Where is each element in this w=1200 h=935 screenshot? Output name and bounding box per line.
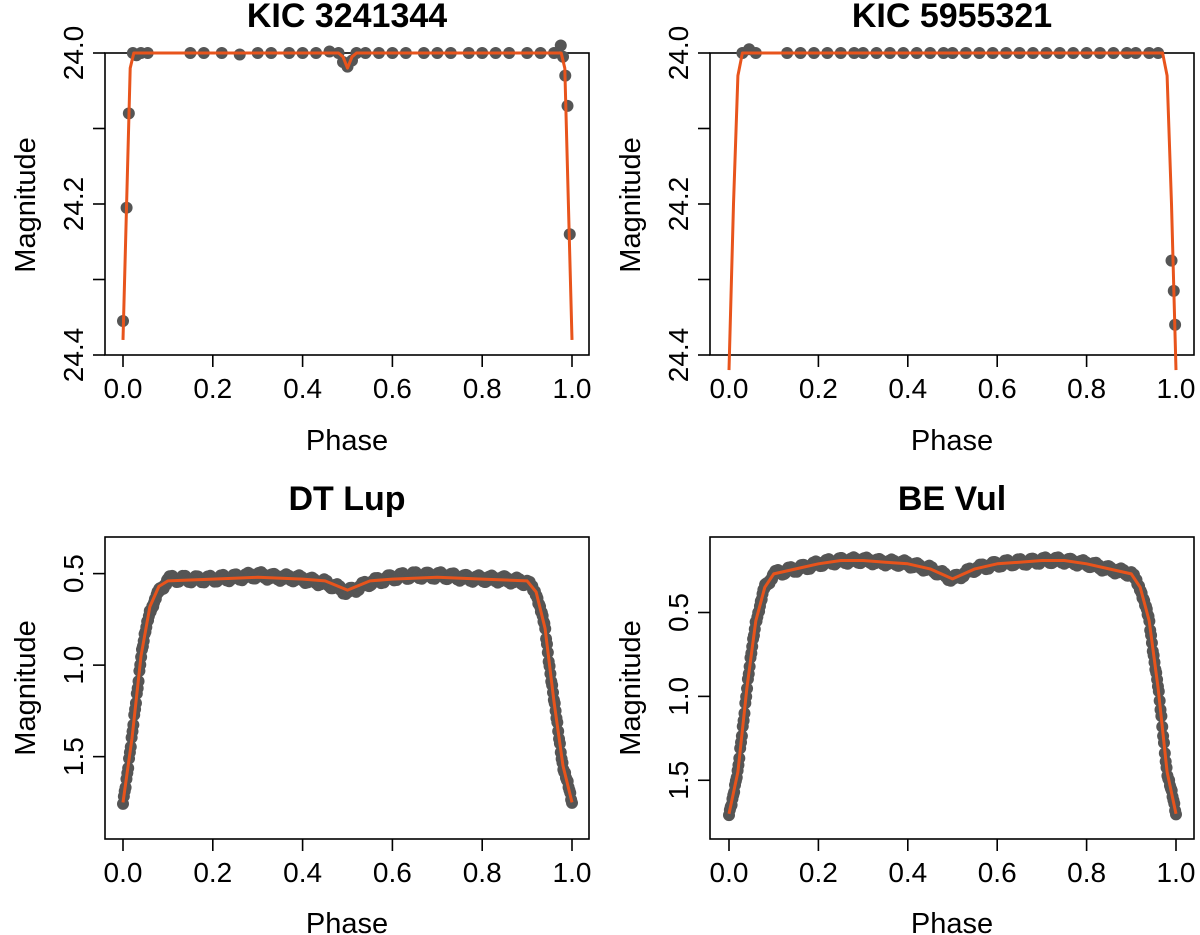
x-tick-label: 0.8: [1067, 373, 1106, 404]
model-curve-group: [121, 575, 574, 803]
x-axis: 0.0 0.2 0.4 0.6 0.8 1.0: [710, 839, 1196, 888]
data-point: [1170, 808, 1182, 821]
x-tick-label: 0.2: [799, 857, 838, 888]
x-tick-label: 0.0: [104, 373, 143, 404]
x-tick-label: 1.0: [553, 857, 592, 888]
plot-frame: [104, 52, 590, 356]
plot-frame: [709, 536, 1195, 840]
y-axis-label: Magnitude: [615, 620, 647, 755]
y-tick-label: 24.4: [663, 328, 694, 383]
panel-kic-5955321: KIC 5955321 Phase Magnitude 0.0 0.2 0.4 0.6…: [615, 0, 1195, 457]
model-curve: [727, 51, 1178, 371]
model-curve: [121, 575, 574, 803]
x-axis-label: Phase: [911, 908, 993, 935]
y-axis-label: Magnitude: [10, 620, 42, 755]
plot-frame: [104, 536, 590, 840]
observations: [736, 43, 1182, 331]
chart-title: DT Lup: [288, 480, 405, 518]
y-tick-label: 1.0: [58, 646, 89, 685]
plot-frame: [709, 52, 1195, 356]
y-tick-label: 0.5: [58, 554, 89, 593]
observations: [117, 39, 576, 328]
panel-kic-3241344: KIC 3241344 Phase Magnitude 0.0 0.2 0.4 0.6…: [10, 0, 591, 457]
observations: [117, 566, 578, 810]
y-tick-label: 24.4: [58, 328, 89, 383]
model-curve-group: [727, 559, 1178, 815]
panel-be-vul: BE Vul Phase Magnitude 0.0 0.2 0.4 0.6 0.8 1.…: [615, 480, 1195, 935]
panel-dt-lup: DT Lup Phase Magnitude 0.0 0.2 0.4 0.6 0.8 1.…: [10, 480, 591, 935]
x-tick-label: 0.8: [463, 857, 502, 888]
chart-title: KIC 3241344: [247, 0, 447, 35]
y-tick-label: 24.2: [663, 177, 694, 232]
x-tick-label: 0.0: [104, 857, 143, 888]
y-tick-label: 0.5: [663, 593, 694, 632]
y-axis-label: Magnitude: [10, 137, 42, 272]
x-tick-label: 0.6: [373, 857, 412, 888]
y-axis-label: Magnitude: [615, 137, 647, 272]
x-axis: 0.0 0.2 0.4 0.6 0.8 1.0: [104, 839, 592, 888]
y-tick-label: 24.0: [663, 26, 694, 81]
y-tick-label: 24.2: [58, 177, 89, 232]
x-axis: 0.0 0.2 0.4 0.6 0.8 1.0: [104, 355, 592, 404]
model-curve-group: [121, 51, 574, 340]
x-tick-label: 0.6: [978, 373, 1017, 404]
x-tick-label: 0.0: [710, 857, 749, 888]
chart-title: KIC 5955321: [852, 0, 1052, 35]
x-tick-label: 1.0: [1157, 857, 1196, 888]
y-tick-label: 24.0: [58, 26, 89, 81]
y-axis: 24.0 24.2 24.4: [58, 26, 105, 383]
x-tick-label: 1.0: [553, 373, 592, 404]
data-point: [561, 99, 574, 112]
x-tick-label: 0.4: [283, 857, 322, 888]
model-curve-group: [727, 51, 1178, 371]
y-axis: 0.5 1.0 1.5: [58, 554, 105, 776]
x-tick-label: 0.6: [373, 373, 412, 404]
x-tick-label: 0.0: [710, 373, 749, 404]
x-tick-label: 0.4: [283, 373, 322, 404]
model-curve: [727, 559, 1178, 815]
x-axis-label: Phase: [306, 908, 388, 935]
observations: [723, 551, 1182, 822]
x-axis-label: Phase: [306, 425, 388, 457]
y-tick-label: 1.0: [663, 677, 694, 716]
y-tick-label: 1.5: [663, 761, 694, 800]
y-axis: 24.0 24.2 24.4: [663, 26, 710, 383]
x-tick-label: 0.2: [799, 373, 838, 404]
x-tick-label: 0.6: [978, 857, 1017, 888]
x-tick-label: 0.4: [888, 373, 927, 404]
y-tick-label: 1.5: [58, 737, 89, 776]
x-tick-label: 0.8: [463, 373, 502, 404]
x-tick-label: 0.4: [888, 857, 927, 888]
x-tick-label: 0.8: [1067, 857, 1106, 888]
data-point: [554, 39, 567, 52]
data-point: [566, 796, 578, 809]
model-curve: [121, 51, 574, 340]
y-axis: 0.5 1.0 1.5: [663, 593, 710, 800]
x-tick-label: 0.2: [193, 373, 232, 404]
chart-title: BE Vul: [898, 480, 1006, 518]
x-axis-label: Phase: [911, 425, 993, 457]
x-tick-label: 1.0: [1157, 373, 1196, 404]
x-tick-label: 0.2: [193, 857, 232, 888]
x-axis: 0.0 0.2 0.4 0.6 0.8 1.0: [710, 355, 1196, 404]
data-point: [233, 48, 246, 61]
